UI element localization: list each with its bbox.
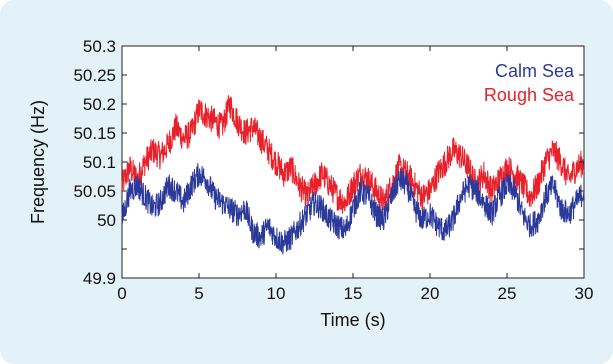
axes-layer: 0 5 10 15 20 25 30 49.9 50 50.05 50.1 50.15 50.2 50.2…: [73, 37, 593, 303]
y-axis-label: Frequency (Hz): [28, 100, 48, 224]
x-tick-label: 5: [194, 284, 203, 303]
x-axis-label: Time (s): [320, 310, 385, 330]
y-tick-label: 49.9: [83, 269, 116, 288]
y-tick-label: 50.1: [83, 153, 116, 172]
x-tick-label: 0: [117, 284, 126, 303]
series-layer: [121, 95, 585, 255]
y-tick-label: 50.2: [83, 95, 116, 114]
legend: Calm Sea Rough Sea: [484, 61, 575, 105]
x-tick-label: 10: [267, 284, 286, 303]
y-tick-label: 50.3: [83, 37, 116, 56]
y-tick-label: 50: [97, 211, 116, 230]
y-tick-label: 50.25: [73, 66, 116, 85]
y-tick-label: 50.05: [73, 182, 116, 201]
y-tick-label: 50.15: [73, 124, 116, 143]
x-tick-label: 15: [344, 284, 363, 303]
legend-calm-sea: Calm Sea: [495, 61, 575, 81]
x-tick-label: 30: [575, 284, 594, 303]
series-line-calm-sea: [121, 163, 585, 255]
legend-rough-sea: Rough Sea: [484, 85, 575, 105]
x-tick-label: 25: [498, 284, 517, 303]
x-tick-label: 20: [421, 284, 440, 303]
